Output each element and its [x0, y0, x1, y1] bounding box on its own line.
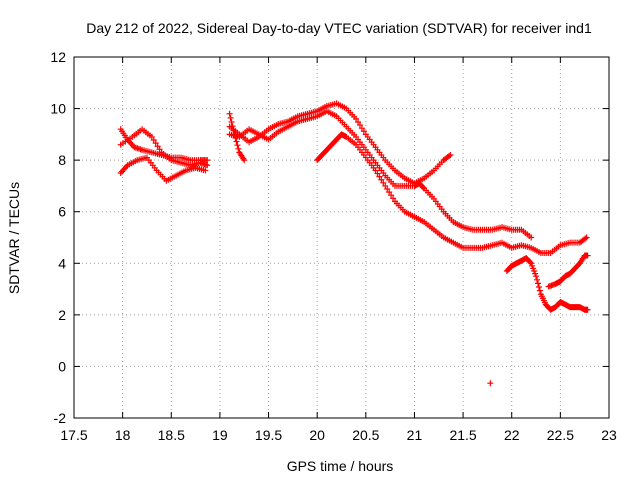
data-point: [374, 170, 381, 177]
data-point: [154, 143, 161, 150]
data-point: [358, 125, 365, 132]
x-tick-label: 22: [504, 427, 520, 443]
y-tick-label: 2: [58, 307, 66, 323]
series-late-track: [487, 252, 591, 387]
data-point: [535, 284, 542, 291]
x-tick-label: 18: [115, 427, 131, 443]
data-point: [230, 127, 237, 134]
data-point: [152, 140, 159, 147]
data-point: [420, 184, 427, 191]
data-point: [226, 110, 233, 117]
data-point: [584, 252, 591, 259]
data-point: [229, 123, 236, 130]
data-point: [233, 138, 240, 145]
y-tick-label: 0: [58, 358, 66, 374]
data-point: [231, 131, 238, 138]
data-point: [534, 280, 541, 287]
data-point: [204, 162, 211, 169]
data-point: [378, 176, 385, 183]
data-point: [487, 380, 494, 387]
data-point: [380, 179, 387, 186]
data-point: [353, 115, 360, 122]
x-tick-label: 20.5: [352, 427, 379, 443]
x-tick-labels: 17.5 18 18.5 19 19.5 20 20.5 21 21.5 22 22.5 23: [60, 427, 617, 443]
data-point: [148, 133, 155, 140]
data-point: [234, 142, 241, 149]
data-point: [382, 182, 389, 189]
data-point: [534, 276, 541, 283]
y-tick-label: -2: [54, 410, 67, 426]
y-tick-label: 8: [58, 152, 66, 168]
data-point: [386, 189, 393, 196]
x-tick-label: 20: [309, 427, 325, 443]
data-point: [228, 118, 235, 125]
data-point: [528, 234, 535, 241]
x-tick-label: 18.5: [158, 427, 185, 443]
axis-ticks: [73, 56, 610, 419]
plot-frame: [73, 56, 610, 419]
y-tick-label: 12: [50, 49, 66, 65]
data-point: [527, 259, 534, 266]
data-point: [384, 186, 391, 193]
data-marks: [117, 100, 591, 387]
data-point: [583, 234, 590, 241]
data-point: [232, 134, 239, 141]
data-point: [241, 157, 248, 164]
series-upper-track: [117, 100, 454, 187]
x-tick-label: 22.5: [547, 427, 574, 443]
data-point: [356, 122, 363, 129]
data-point: [447, 151, 454, 158]
x-tick-label: 21: [407, 427, 423, 443]
data-point: [150, 137, 157, 144]
x-tick-label: 17.5: [60, 427, 87, 443]
y-tick-label: 4: [58, 255, 66, 271]
y-tick-label: 10: [50, 101, 66, 117]
data-point: [227, 114, 234, 121]
x-tick-label: 19: [212, 427, 228, 443]
data-point: [235, 145, 242, 152]
data-point: [376, 173, 383, 180]
chart-title: Day 212 of 2022, Sidereal Day-to-day VTE…: [86, 20, 592, 36]
y-axis-label: SDTVAR / TECUs: [6, 182, 22, 294]
x-tick-label: 19.5: [255, 427, 282, 443]
data-point: [355, 118, 362, 125]
data-point: [536, 287, 543, 294]
grid-lines: [74, 57, 609, 418]
data-point: [372, 167, 379, 174]
data-point: [202, 167, 209, 174]
data-point: [156, 146, 163, 153]
data-point: [582, 235, 589, 242]
data-point: [584, 306, 591, 313]
y-tick-labels: -2 0 2 4 6 8 10 12: [50, 49, 66, 426]
data-point: [204, 157, 211, 164]
x-tick-label: 23: [601, 427, 617, 443]
series-lower-track: [117, 110, 590, 256]
x-axis-label: GPS time / hours: [287, 458, 394, 474]
y-tick-label: 6: [58, 204, 66, 220]
data-point: [533, 273, 540, 280]
data-point: [446, 153, 453, 160]
data-point: [360, 128, 367, 135]
data-point: [388, 192, 395, 199]
data-point: [390, 195, 397, 202]
x-tick-label: 21.5: [449, 427, 476, 443]
